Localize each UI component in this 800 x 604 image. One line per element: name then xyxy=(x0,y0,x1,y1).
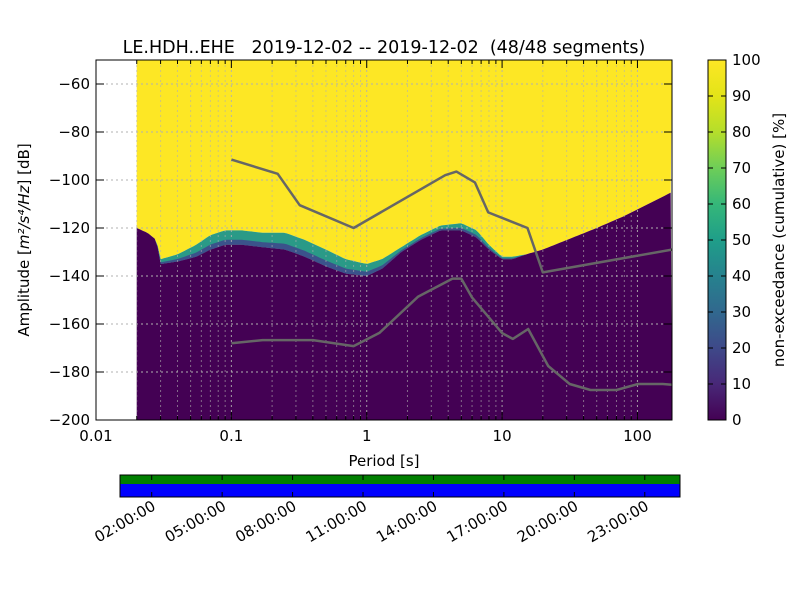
coverage-band-psd xyxy=(120,484,680,497)
y-tick-label: −100 xyxy=(49,171,90,189)
y-tick-label: −140 xyxy=(49,267,90,285)
colorbar-tick-label: 70 xyxy=(732,159,751,177)
colorbar-tick-label: 0 xyxy=(732,411,742,429)
psd-histogram-heatmap xyxy=(136,60,672,420)
x-tick-label: 10 xyxy=(493,427,512,445)
colorbar-tick-label: 100 xyxy=(732,51,761,69)
y-axis-label-suffix: ] [dB] xyxy=(15,143,33,185)
coverage-tick-label: 11:00:00 xyxy=(303,497,370,546)
coverage-frame xyxy=(119,474,681,498)
heatmap-low-region xyxy=(136,192,672,420)
coverage-tick-label: 02:00:00 xyxy=(91,497,158,546)
x-axis-label: Period [s] xyxy=(348,452,419,470)
chart-title: LE.HDH..EHE 2019-12-02 -- 2019-12-02 (48… xyxy=(123,38,646,58)
y-tick-label: −160 xyxy=(49,315,90,333)
colorbar-tick-label: 10 xyxy=(732,375,751,393)
colorbar-label: non-exceedance (cumulative) [%] xyxy=(770,113,788,367)
y-axis-label-math: m²/s⁴/Hz xyxy=(15,184,33,249)
nlnm-line xyxy=(231,277,672,392)
coverage-tick-label: 08:00:00 xyxy=(232,497,299,546)
coverage-tick-label: 05:00:00 xyxy=(162,497,229,546)
y-tick-label: −200 xyxy=(49,411,90,429)
coverage-tick-label: 14:00:00 xyxy=(373,497,440,546)
y-tick-label: −80 xyxy=(58,123,90,141)
plot-frame xyxy=(95,59,673,421)
coverage-tick-label: 23:00:00 xyxy=(584,497,651,546)
colorbar-tick-label: 80 xyxy=(732,123,751,141)
y-tick-label: −60 xyxy=(58,75,90,93)
colorbar-tick-label: 60 xyxy=(732,195,751,213)
heatmap-high-region xyxy=(136,60,672,264)
heatmap-transition-band xyxy=(136,192,671,276)
coverage-band-data xyxy=(120,475,680,484)
coverage-tick-label: 20:00:00 xyxy=(514,497,581,546)
noise-models xyxy=(231,158,672,392)
y-axis-label: Amplitude [m²/s⁴/Hz] [dB] xyxy=(15,143,33,336)
colorbar-tick-label: 50 xyxy=(732,231,751,249)
colorbar-tick-label: 90 xyxy=(732,87,751,105)
colorbar-tick-label: 40 xyxy=(732,267,751,285)
y-tick-label: −180 xyxy=(49,363,90,381)
y-axis: −60 −80 −100 −120 −140 −160 −180 −200 xyxy=(49,75,672,429)
colorbar-tick-label: 30 xyxy=(732,303,751,321)
x-axis: 0.01 0.1 1 10 100 xyxy=(79,60,652,445)
x-tick-label: 0.01 xyxy=(79,427,112,445)
coverage-tick-label: 17:00:00 xyxy=(444,497,511,546)
grid xyxy=(96,60,672,420)
x-tick-label: 100 xyxy=(623,427,652,445)
nhnm-line xyxy=(231,158,672,274)
plot-area xyxy=(96,60,672,420)
colorbar-tick-label: 20 xyxy=(732,339,751,357)
x-tick-label: 0.1 xyxy=(219,427,243,445)
x-tick-label: 1 xyxy=(362,427,372,445)
time-coverage-panel: 02:00:00 05:00:00 08:00:00 11:00:00 14:00:00… xyxy=(91,474,681,546)
y-tick-label: −120 xyxy=(49,219,90,237)
colorbar-ticks: 0 10 20 30 40 50 60 70 80 90 100 xyxy=(708,51,761,429)
y-axis-label-prefix: Amplitude [ xyxy=(15,249,33,337)
